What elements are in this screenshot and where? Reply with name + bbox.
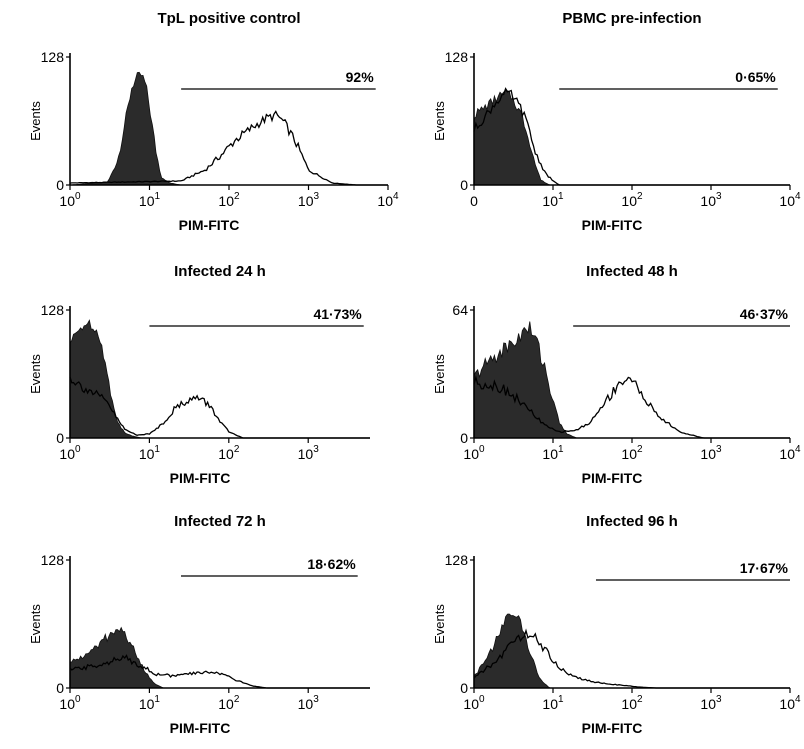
- x-tick-label: 101: [542, 444, 564, 462]
- x-tick-label: 101: [139, 694, 161, 712]
- x-axis-label: PIM-FITC: [582, 720, 643, 736]
- y-axis-label: Events: [28, 101, 43, 141]
- y-tick-label: 128: [41, 49, 65, 65]
- y-tick-label: 128: [41, 302, 65, 318]
- y-axis-label: Events: [28, 354, 43, 394]
- x-tick-label: 103: [700, 444, 722, 462]
- y-axis-label: Events: [432, 101, 447, 141]
- x-tick-label: 104: [779, 694, 801, 712]
- gate-percentage: 0·65%: [735, 69, 776, 85]
- x-tick-label: 100: [463, 444, 485, 462]
- gate-percentage: 41·73%: [313, 306, 362, 322]
- y-tick-label: 128: [445, 49, 469, 65]
- x-tick-label: 101: [139, 191, 161, 209]
- x-axis-label: PIM-FITC: [582, 470, 643, 486]
- histogram-filled-series: [473, 321, 790, 439]
- x-tick-label: 103: [700, 694, 722, 712]
- chart-title: Infected 72 h: [174, 513, 266, 530]
- x-tick-label: 102: [621, 191, 643, 209]
- x-tick-label: 101: [542, 191, 564, 209]
- x-tick-label: 102: [621, 694, 643, 712]
- y-tick-label: 128: [445, 552, 469, 568]
- chart-title: TpL positive control: [157, 10, 300, 27]
- chart-panel-2: PBMC pre-infection 0 128 Events 0 101 102 103 10…: [432, 10, 801, 233]
- x-axis-label: PIM-FITC: [170, 470, 231, 486]
- chart-panel-4: Infected 48 h 0 64 Events 100 101 102 103 104 PIM…: [432, 263, 801, 486]
- x-tick-label: 102: [218, 444, 240, 462]
- y-tick-label: 0: [56, 177, 64, 193]
- x-tick-label: 104: [779, 191, 801, 209]
- chart-panel-5: Infected 72 h 0 128 Events 100 101 102 103 PIM-F…: [28, 513, 370, 736]
- x-tick-label: 100: [59, 444, 81, 462]
- x-tick-label: 104: [377, 191, 399, 209]
- y-tick-label: 0: [56, 430, 64, 446]
- histogram-filled-series: [473, 89, 790, 186]
- chart-title: Infected 24 h: [174, 263, 266, 280]
- x-axis-label: PIM-FITC: [179, 217, 240, 233]
- chart-panel-6: Infected 96 h 0 128 Events 100 101 102 103 104 PI…: [432, 513, 801, 736]
- x-tick-label: 103: [298, 694, 320, 712]
- chart-title: Infected 96 h: [586, 513, 678, 530]
- y-tick-label: 0: [56, 680, 64, 696]
- x-tick-label: 102: [218, 191, 240, 209]
- y-tick-label: 0: [460, 430, 468, 446]
- y-tick-label: 0: [460, 680, 468, 696]
- x-tick-label: 100: [59, 694, 81, 712]
- x-tick-label: 0: [470, 193, 478, 209]
- x-tick-label: 100: [59, 191, 81, 209]
- gate-percentage: 17·67%: [740, 560, 789, 576]
- y-axis-label: Events: [28, 604, 43, 644]
- x-tick-label: 101: [542, 694, 564, 712]
- histogram-outline-series: [69, 110, 388, 186]
- x-tick-label: 103: [298, 191, 320, 209]
- y-axis-label: Events: [432, 604, 447, 644]
- y-axis-label: Events: [432, 354, 447, 394]
- chart-panel-3: Infected 24 h 0 128 Events 100 101 102 103 PIM-F…: [28, 263, 370, 486]
- x-tick-label: 103: [700, 191, 722, 209]
- x-tick-label: 101: [139, 444, 161, 462]
- x-axis-label: PIM-FITC: [170, 720, 231, 736]
- gate-percentage: 18·62%: [307, 556, 356, 572]
- gate-percentage: 92%: [346, 69, 375, 85]
- histogram-filled-series: [473, 613, 790, 689]
- y-tick-label: 0: [460, 177, 468, 193]
- chart-panel-1: TpL positive control 0 128 Events 100 101 102 1…: [28, 10, 399, 233]
- y-tick-label: 128: [41, 552, 65, 568]
- histogram-filled-series: [69, 319, 370, 439]
- chart-title: PBMC pre-infection: [562, 10, 701, 27]
- x-tick-label: 102: [218, 694, 240, 712]
- x-axis-label: PIM-FITC: [582, 217, 643, 233]
- x-tick-label: 104: [779, 444, 801, 462]
- gate-percentage: 46·37%: [740, 306, 789, 322]
- x-tick-label: 103: [298, 444, 320, 462]
- y-tick-label: 64: [452, 302, 468, 318]
- x-tick-label: 100: [463, 694, 485, 712]
- x-tick-label: 102: [621, 444, 643, 462]
- chart-title: Infected 48 h: [586, 263, 678, 280]
